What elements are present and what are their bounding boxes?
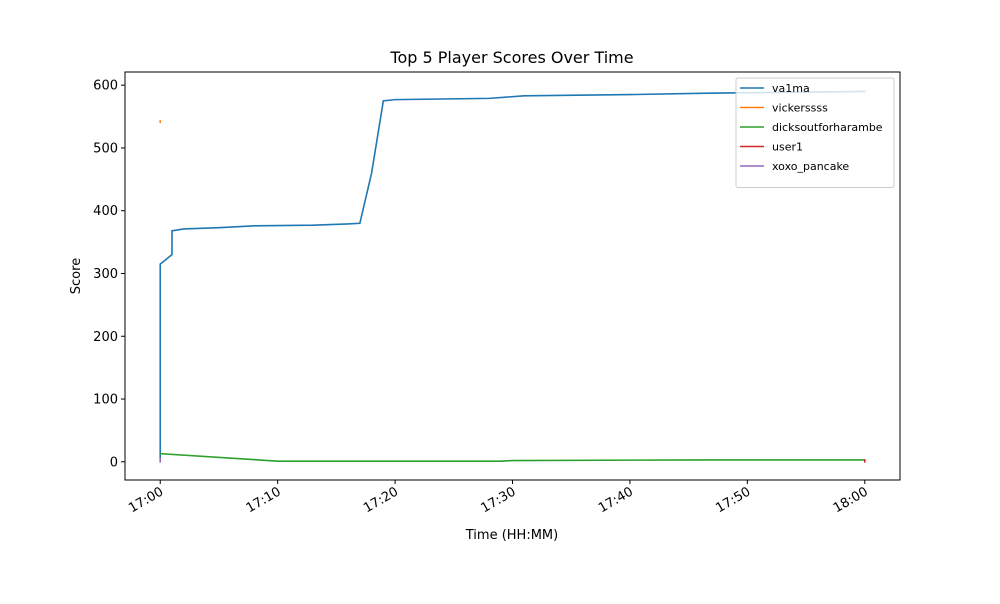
chart-title: Top 5 Player Scores Over Time: [389, 48, 633, 67]
series-line: [159, 452, 866, 462]
legend-label: va1ma: [772, 82, 810, 95]
x-tick-label: 17:40: [596, 484, 636, 516]
legend-label: vickerssss: [772, 102, 828, 115]
x-axis-label: Time (HH:MM): [465, 528, 558, 543]
x-tick-label: 18:00: [831, 484, 871, 516]
y-tick-label: 400: [93, 204, 118, 219]
x-tick-label: 17:50: [713, 484, 753, 516]
y-tick-label: 500: [93, 141, 118, 156]
y-axis-label: Score: [69, 258, 84, 294]
legend-label: xoxo_pancake: [772, 160, 849, 173]
y-tick-label: 200: [93, 330, 118, 345]
y-tick-label: 0: [110, 455, 118, 470]
x-tick-label: 17:00: [126, 484, 166, 516]
y-tick-label: 600: [93, 79, 118, 94]
y-tick-label: 100: [93, 393, 118, 408]
legend-label: dicksoutforharambe: [772, 121, 883, 134]
legend-box: [735, 77, 895, 188]
x-tick-label: 17:20: [361, 484, 401, 516]
x-tick-label: 17:30: [479, 484, 519, 516]
legend-label: user1: [772, 141, 803, 154]
x-tick-label: 17:10: [244, 484, 284, 516]
y-tick-label: 300: [93, 267, 118, 282]
series-line: [159, 90, 866, 460]
